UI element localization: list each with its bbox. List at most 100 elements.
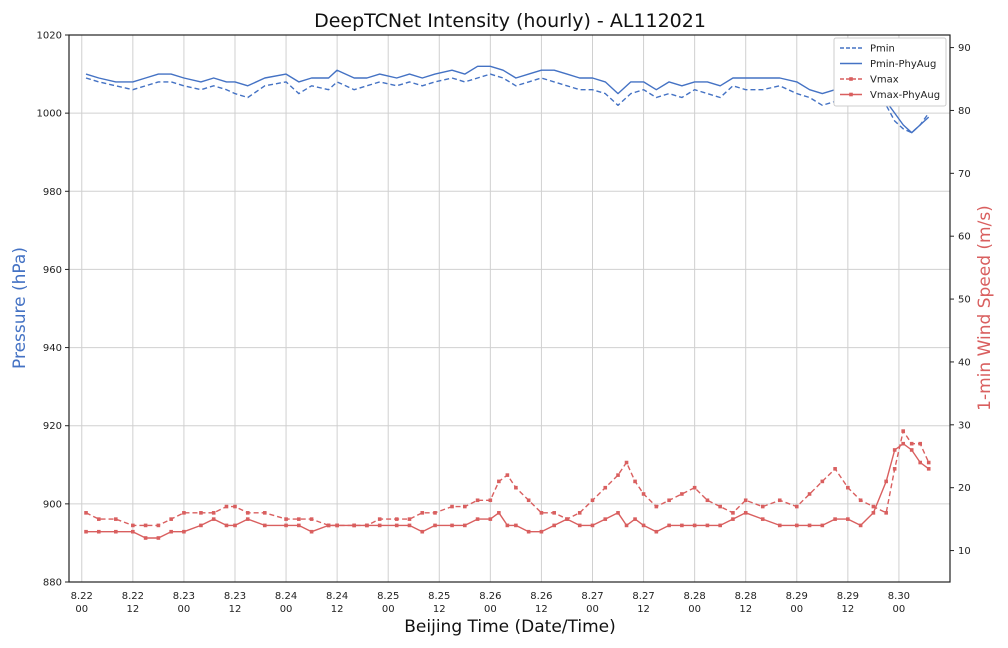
x-tick-date: 8.30 bbox=[888, 591, 910, 602]
y-tick-label-left: 980 bbox=[43, 187, 62, 198]
data-point bbox=[641, 492, 646, 496]
x-tick-date: 8.24 bbox=[275, 591, 297, 602]
x-tick-date: 8.23 bbox=[173, 591, 195, 602]
x-tick-time: 12 bbox=[229, 604, 242, 615]
series-pmin bbox=[85, 73, 930, 134]
data-point bbox=[114, 517, 118, 521]
data-point bbox=[169, 517, 173, 521]
data-point bbox=[156, 536, 161, 540]
data-point bbox=[884, 511, 888, 515]
data-point bbox=[245, 517, 250, 521]
data-point bbox=[233, 523, 237, 528]
legend-marker bbox=[849, 92, 853, 97]
legend-item: Vmax bbox=[840, 75, 899, 86]
x-tick-date: 8.29 bbox=[837, 591, 859, 602]
data-point bbox=[692, 523, 697, 528]
data-point bbox=[846, 517, 850, 521]
data-point bbox=[926, 460, 931, 465]
data-point bbox=[84, 529, 88, 534]
y-tick-label-left: 880 bbox=[43, 578, 62, 589]
data-point bbox=[654, 529, 659, 534]
data-point bbox=[131, 523, 135, 528]
data-point bbox=[590, 523, 595, 528]
data-point bbox=[365, 523, 369, 528]
legend-marker bbox=[849, 77, 853, 81]
data-point bbox=[603, 517, 608, 521]
y-axis-label-right: 1-min Wind Speed (m/s) bbox=[975, 205, 995, 411]
data-point bbox=[394, 517, 399, 521]
data-point bbox=[224, 523, 229, 528]
data-point bbox=[926, 467, 931, 471]
data-point bbox=[262, 523, 267, 528]
x-tick-time: 00 bbox=[280, 604, 293, 615]
x-tick-time: 00 bbox=[178, 604, 191, 615]
data-point bbox=[514, 485, 518, 490]
legend: Pmin Pmin-PhyAug Vmax Vmax-PhyAug bbox=[833, 37, 947, 107]
data-point bbox=[352, 523, 356, 528]
legend-item: Vmax-PhyAug bbox=[840, 90, 940, 101]
x-tick-time: 12 bbox=[535, 604, 548, 615]
data-point bbox=[309, 517, 314, 521]
data-point bbox=[169, 529, 173, 534]
x-tick-time: 12 bbox=[739, 604, 752, 615]
y-tick-label-left: 1020 bbox=[37, 31, 62, 42]
series-line-pmin-phyaug bbox=[85, 65, 930, 134]
data-point bbox=[833, 517, 837, 521]
series-vmax bbox=[84, 429, 931, 528]
data-point bbox=[633, 517, 637, 521]
y-tick-label-right: 80 bbox=[958, 106, 971, 117]
data-point bbox=[731, 511, 735, 515]
data-point bbox=[565, 517, 569, 521]
data-point bbox=[84, 511, 88, 515]
data-point bbox=[603, 485, 608, 490]
data-point bbox=[901, 429, 905, 433]
data-point bbox=[182, 529, 186, 534]
y-tick-label-left: 920 bbox=[43, 421, 62, 432]
x-tick-date: 8.25 bbox=[377, 591, 399, 602]
x-tick-time: 00 bbox=[75, 604, 88, 615]
series-vmax-phyaug bbox=[84, 441, 931, 540]
legend-box bbox=[833, 37, 947, 107]
data-point bbox=[871, 504, 876, 509]
data-point bbox=[156, 523, 161, 528]
data-point bbox=[526, 529, 531, 534]
data-point bbox=[297, 517, 301, 521]
data-point bbox=[794, 504, 799, 509]
data-point bbox=[718, 523, 722, 528]
x-tick-date: 8.28 bbox=[735, 591, 757, 602]
y-tick-label-left: 1000 bbox=[37, 109, 62, 120]
x-tick-time: 12 bbox=[126, 604, 139, 615]
x-tick-time: 00 bbox=[790, 604, 803, 615]
data-point bbox=[871, 511, 876, 515]
data-point bbox=[96, 529, 101, 534]
y-tick-label-right: 90 bbox=[958, 43, 971, 54]
y-tick-label-right: 20 bbox=[958, 483, 971, 494]
data-point bbox=[705, 498, 710, 503]
data-point bbox=[211, 511, 216, 515]
data-point bbox=[131, 529, 135, 534]
data-point bbox=[505, 473, 510, 477]
chart-title: DeepTCNet Intensity (hourly) - AL112021 bbox=[314, 10, 706, 32]
data-point bbox=[488, 517, 493, 521]
data-point bbox=[96, 517, 101, 521]
y-axis-label-left: Pressure (hPa) bbox=[10, 247, 30, 369]
legend-item: Pmin-PhyAug bbox=[840, 59, 936, 70]
x-tick-time: 00 bbox=[484, 604, 497, 615]
data-point bbox=[777, 498, 782, 503]
data-point bbox=[667, 523, 671, 528]
data-point bbox=[846, 485, 850, 490]
data-point bbox=[114, 529, 118, 534]
data-point bbox=[624, 523, 629, 528]
x-tick-date: 8.27 bbox=[632, 591, 654, 602]
data-point bbox=[224, 504, 229, 509]
x-tick-date: 8.22 bbox=[71, 591, 93, 602]
data-point bbox=[245, 511, 250, 515]
grid bbox=[69, 35, 950, 582]
data-point bbox=[743, 511, 748, 515]
y-tick-label-right: 60 bbox=[958, 232, 971, 243]
data-point bbox=[326, 523, 331, 528]
data-point bbox=[475, 517, 480, 521]
y-tick-label-left: 900 bbox=[43, 499, 62, 510]
data-point bbox=[143, 523, 148, 528]
x-tick-time: 00 bbox=[688, 604, 701, 615]
